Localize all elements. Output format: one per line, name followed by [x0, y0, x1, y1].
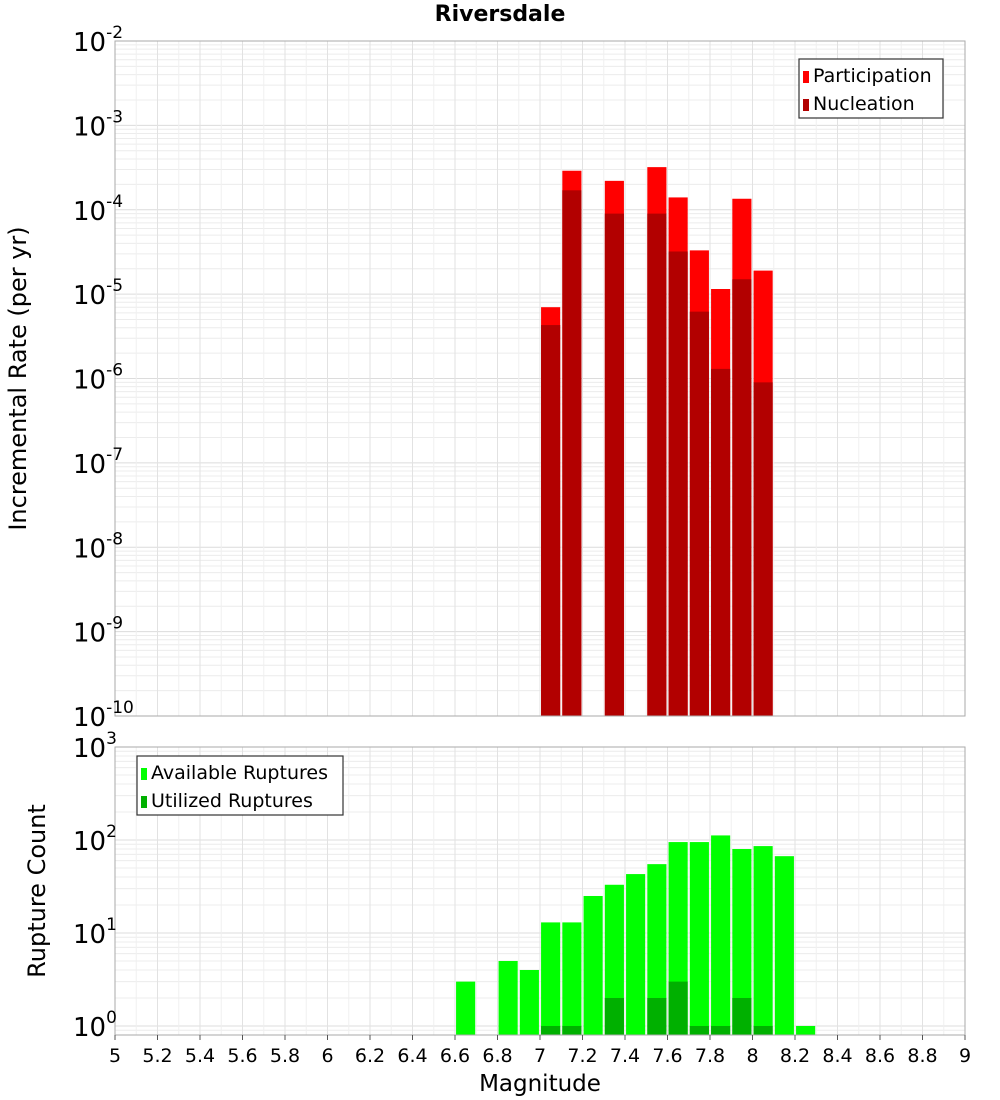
legend-label: Utilized Ruptures: [151, 790, 313, 812]
y-tick-label: 101: [73, 915, 117, 950]
y-tick-label: 10-9: [73, 614, 123, 649]
legend-swatch: [141, 796, 147, 808]
bottom-bar-utilized-ruptures: [711, 1025, 731, 1035]
x-tick-label: 5.2: [142, 1045, 172, 1067]
bottom-bar-available-ruptures: [796, 1025, 816, 1035]
x-tick-label: 5.6: [227, 1045, 257, 1067]
bottom-bar-utilized-ruptures: [604, 997, 624, 1035]
bottom-bar-utilized-ruptures: [753, 1025, 773, 1035]
x-tick-label: 6.6: [440, 1045, 470, 1067]
y-tick-label: 10-8: [73, 529, 123, 564]
bottom-bar-available-ruptures: [689, 842, 709, 1035]
bottom-bar-available-ruptures: [604, 884, 624, 1035]
y-tick-label: 102: [73, 822, 117, 857]
bottom-bar-utilized-ruptures: [668, 981, 688, 1035]
legend-swatch: [803, 99, 809, 111]
top-bar-nucleation: [562, 190, 582, 716]
x-tick-label: 8.8: [907, 1045, 937, 1067]
bottom-bar-available-ruptures: [753, 846, 773, 1035]
x-tick-label: 8: [746, 1045, 758, 1067]
bottom-bar-available-ruptures: [562, 922, 582, 1035]
bottom-bar-available-ruptures: [732, 849, 752, 1035]
x-tick-label: 7: [534, 1045, 546, 1067]
top-bar-nucleation: [689, 311, 709, 716]
x-tick-label: 6.4: [397, 1045, 427, 1067]
bottom-bar-utilized-ruptures: [647, 997, 667, 1035]
x-axis-label: Magnitude: [479, 1071, 601, 1097]
bottom-bar-available-ruptures: [583, 895, 603, 1035]
bottom-bar-available-ruptures: [498, 960, 518, 1035]
top-bar-nucleation: [541, 325, 561, 716]
x-tick-label: 7.4: [610, 1045, 640, 1067]
top-bar-nucleation: [668, 251, 688, 716]
x-tick-label: 5: [109, 1045, 121, 1067]
x-tick-label: 9: [959, 1045, 971, 1067]
legend-label: Available Ruptures: [151, 762, 328, 784]
y-tick-label: 10-2: [73, 23, 123, 58]
y-tick-label: 10-5: [73, 276, 123, 311]
x-tick-label: 5.8: [270, 1045, 300, 1067]
x-tick-label: 6.2: [355, 1045, 385, 1067]
bottom-bar-utilized-ruptures: [732, 997, 752, 1035]
bottom-bar-available-ruptures: [647, 864, 667, 1035]
bottom-bar-available-ruptures: [711, 835, 731, 1035]
top-bar-nucleation: [732, 279, 752, 716]
top-bar-nucleation: [604, 213, 624, 717]
top-bar-nucleation: [647, 213, 667, 717]
y-tick-label: 10-6: [73, 361, 123, 396]
bottom-bar-available-ruptures: [541, 922, 561, 1035]
bottom-bar-utilized-ruptures: [541, 1025, 561, 1035]
y-tick-label: 10-3: [73, 107, 123, 142]
bottom-bar-utilized-ruptures: [562, 1025, 582, 1035]
legend-swatch: [141, 768, 147, 780]
y-tick-label: 10-7: [73, 445, 123, 480]
legend-box-top: [798, 58, 944, 119]
bottom-bar-available-ruptures: [456, 981, 476, 1035]
y-tick-label: 10-4: [73, 192, 123, 227]
x-tick-label: 8.2: [780, 1045, 810, 1067]
chart-title: Riversdale: [434, 2, 566, 27]
bottom-bar-available-ruptures: [626, 874, 646, 1035]
top-bar-nucleation: [711, 368, 731, 716]
legend-swatch: [803, 71, 809, 83]
x-tick-label: 6: [321, 1045, 333, 1067]
x-tick-label: 7.2: [567, 1045, 597, 1067]
y-axis-label-bottom: Rupture Count: [23, 804, 51, 978]
y-axis-label-top: Incremental Rate (per yr): [4, 226, 32, 530]
x-tick-label: 7.6: [652, 1045, 682, 1067]
y-tick-label: 100: [73, 1008, 117, 1043]
plot-border-top: [114, 40, 966, 717]
legend-label: Nucleation: [813, 93, 915, 115]
x-tick-label: 6.8: [482, 1045, 512, 1067]
x-tick-label: 5.4: [185, 1045, 215, 1067]
bottom-bar-available-ruptures: [519, 969, 539, 1035]
bottom-bar-utilized-ruptures: [689, 1025, 709, 1035]
x-tick-label: 7.8: [695, 1045, 725, 1067]
x-tick-label: 8.6: [865, 1045, 895, 1067]
legend-box-bottom: [136, 755, 344, 816]
x-tick-label: 8.4: [822, 1045, 852, 1067]
bottom-bar-available-ruptures: [774, 856, 794, 1035]
legend-label: Participation: [813, 65, 932, 87]
top-bar-nucleation: [753, 382, 773, 716]
y-tick-label: 103: [73, 729, 117, 764]
y-tick-label: 10-10: [73, 698, 134, 733]
